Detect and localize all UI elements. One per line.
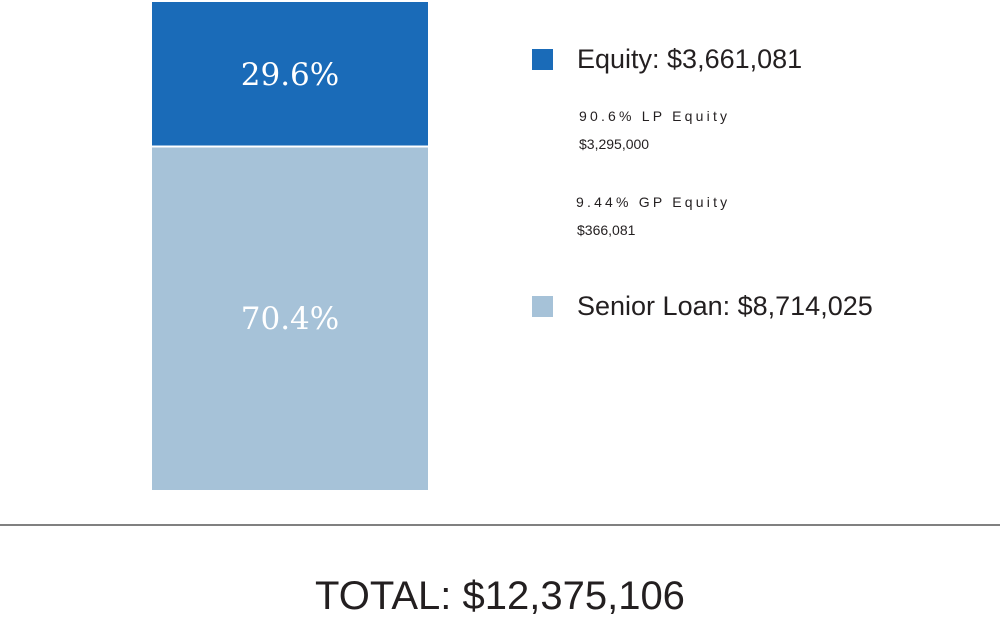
bar-segment-senior-loan — [152, 146, 428, 490]
gp-equity-label: 9.44% GP Equity — [576, 194, 731, 210]
lp-equity-label: 90.6% LP Equity — [579, 108, 731, 124]
lp-equity-value: $3,295,000 — [579, 136, 650, 152]
legend-label-senior-loan: Senior Loan: $8,714,025 — [577, 291, 873, 321]
legend-swatch-senior-loan — [532, 296, 553, 317]
bar-segment-equity — [152, 1, 428, 147]
data-label-equity: 29.6% — [241, 57, 339, 93]
legend-swatch-equity — [532, 49, 553, 70]
total-divider — [0, 524, 1000, 526]
total-label: TOTAL: $12,375,106 — [315, 574, 685, 618]
gp-equity-value: $366,081 — [577, 222, 636, 238]
legend-label-equity: Equity: $3,661,081 — [577, 44, 803, 74]
data-label-senior-loan: 70.4% — [241, 301, 339, 337]
legend-item-senior-loan: Senior Loan: $8,714,025 — [532, 291, 873, 322]
legend-item-equity: Equity: $3,661,081 — [532, 44, 802, 75]
